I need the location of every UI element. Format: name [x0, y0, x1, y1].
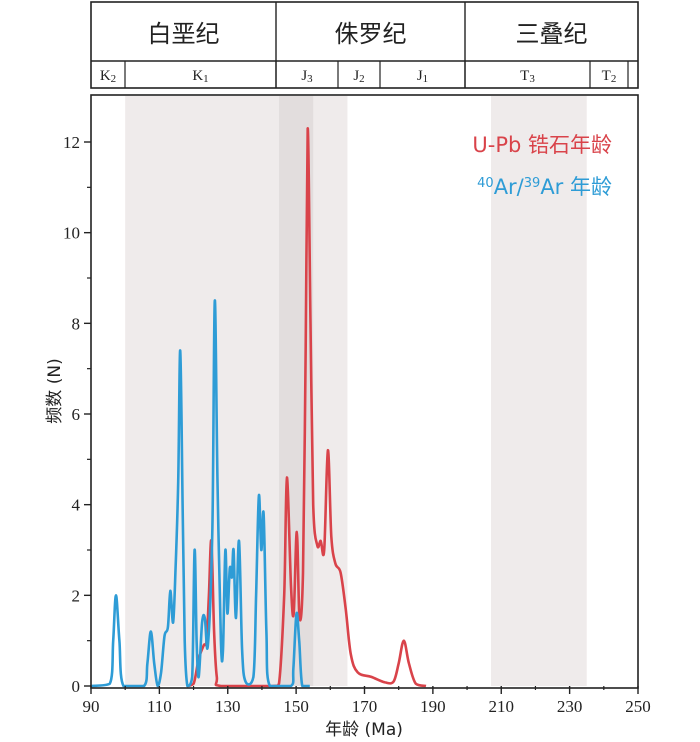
x-axis-title: 年龄 (Ma)	[325, 720, 403, 740]
x-tick-label: 110	[147, 697, 172, 716]
timescale-frame	[90, 1, 639, 89]
y-tick-label: 2	[72, 586, 81, 605]
y-tick-label: 8	[72, 314, 81, 333]
y-tick-label: 12	[63, 133, 80, 152]
x-tick-label: 90	[83, 697, 100, 716]
series-upb-line	[186, 127, 427, 688]
x-tick-label: 130	[215, 697, 241, 716]
legend-entry: 40Ar/39Ar 年龄	[477, 175, 612, 199]
x-tick-label: 210	[489, 697, 515, 716]
period-label: 侏罗纪	[335, 20, 407, 48]
epoch-label: J1	[417, 68, 428, 85]
geologic-timescale: 白垩纪 侏罗纪 三叠纪 K2 K1 J3 J2 J1 T3 T2	[90, 1, 639, 89]
legend-entry: U-Pb 锆石年龄	[472, 133, 612, 157]
y-tick-label: 4	[72, 496, 81, 515]
y-axis-title: 频数 (N)	[45, 358, 65, 423]
x-tick-label: 230	[557, 697, 583, 716]
epoch-label: J2	[353, 68, 364, 85]
epoch-label: K1	[192, 68, 208, 85]
y-tick-label: 0	[72, 677, 81, 696]
legend: U-Pb 锆石年龄 40Ar/39Ar 年龄	[472, 133, 612, 199]
x-tick-label: 190	[420, 697, 446, 716]
shaded-band	[490, 96, 587, 686]
x-tick-label: 170	[352, 697, 378, 716]
epoch-label: T3	[520, 68, 535, 85]
y-tick-label: 6	[72, 405, 81, 424]
epoch-label: T2	[602, 68, 617, 85]
epoch-label: J3	[301, 68, 313, 85]
x-tick-label: 150	[283, 697, 309, 716]
series-lines	[90, 127, 427, 688]
period-label: 三叠纪	[516, 20, 588, 48]
period-label: 白垩纪	[148, 20, 220, 48]
axes: 90 110 130 150 170 190 210 230 250 0 2 4 6 8 10 12	[63, 133, 651, 716]
x-tick-label: 250	[625, 697, 651, 716]
series-arar-line	[90, 299, 310, 688]
y-tick-label: 10	[63, 224, 80, 243]
epoch-label: K2	[100, 68, 116, 85]
